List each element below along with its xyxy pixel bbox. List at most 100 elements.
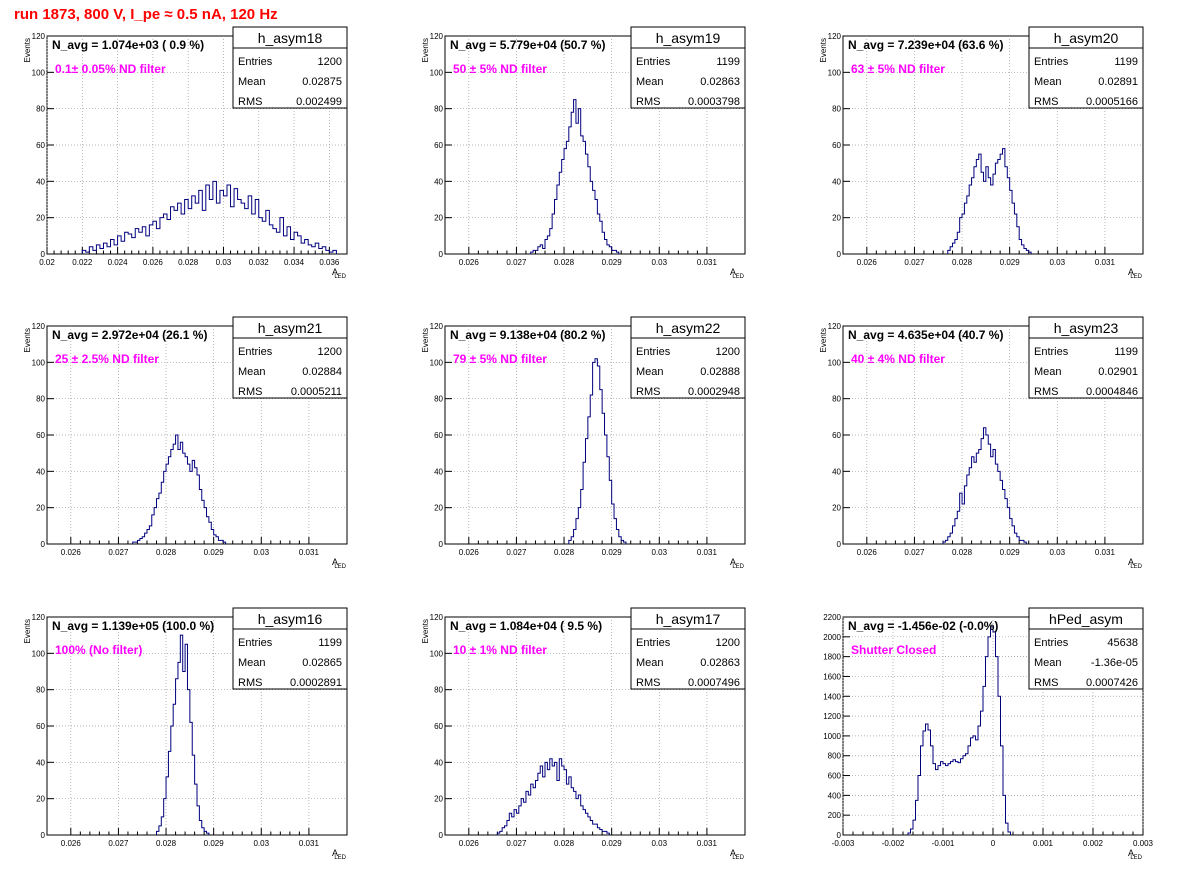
filter-annotation: 100% (No filter) — [55, 643, 142, 657]
x-tick-label: 0.028 — [554, 258, 575, 267]
x-tick-label: 0.031 — [697, 548, 718, 557]
x-tick-label: 0.028 — [156, 839, 177, 848]
x-tick-label: 0.029 — [1000, 258, 1021, 267]
histogram-series — [942, 427, 1027, 544]
y-tick-label: 40 — [832, 467, 841, 476]
y-tick-label: 0 — [41, 540, 46, 549]
filter-annotation: Shutter Closed — [851, 643, 936, 657]
y-axis-label: Events — [421, 38, 430, 62]
y-axis-label: Events — [421, 619, 430, 643]
x-axis-label-subscript: LED — [1130, 855, 1142, 861]
y-tick-label: 60 — [434, 141, 443, 150]
x-tick-label: 0.027 — [904, 548, 925, 557]
x-tick-label: 0.03 — [651, 258, 667, 267]
stats-label-mean: Mean — [1034, 657, 1062, 669]
y-tick-label: 1400 — [823, 692, 841, 701]
x-axis-label: A — [730, 267, 736, 277]
stats-value-rms: 0.0007496 — [688, 677, 740, 689]
histogram-name: h_asym16 — [258, 611, 323, 627]
histogram-panel-h_asym19: 0.026 0.027 0.028 0.029 0.03 0.031 0 20 40 60 80 10… — [421, 26, 746, 280]
histogram-series — [496, 758, 610, 835]
histogram-series — [81, 180, 337, 254]
y-tick-label: 100 — [32, 68, 46, 77]
x-tick-label: 0.02 — [39, 258, 55, 267]
stats-box-frame — [1028, 607, 1144, 690]
y-tick-label: 0 — [439, 250, 444, 259]
y-tick-label: 40 — [36, 467, 45, 476]
stats-value-mean: 0.02863 — [700, 657, 740, 669]
navg-annotation: N_avg = 4.635e+04 (40.7 %) — [848, 328, 1003, 342]
stats-box-frame — [232, 607, 348, 690]
x-tick-label: 0.031 — [299, 548, 320, 557]
stats-label-entries: Entries — [1034, 637, 1069, 649]
y-axis-label: Events — [23, 38, 32, 62]
y-tick-label: 80 — [832, 395, 841, 404]
navg-annotation: N_avg = 7.239e+04 (63.6 %) — [848, 38, 1003, 52]
y-axis-label: Events — [421, 328, 430, 352]
x-tick-label: 0.003 — [1133, 839, 1154, 848]
histogram-series — [907, 626, 1011, 835]
x-tick-label: -0.002 — [882, 839, 905, 848]
x-axis-label-subscript: LED — [732, 274, 744, 280]
stats-box: hPed_asym Entries 45638 Mean -1.36e-05 RMS 0.0… — [1028, 607, 1144, 690]
x-tick-label: 0.024 — [108, 258, 129, 267]
x-axis-label-subscript: LED — [334, 274, 346, 280]
histogram-name: h_asym18 — [258, 30, 323, 46]
navg-annotation: N_avg = 1.084e+04 ( 9.5 %) — [450, 619, 602, 633]
x-tick-label: 0.03 — [253, 548, 269, 557]
y-tick-label: 120 — [828, 32, 842, 41]
x-tick-label: 0.029 — [602, 258, 623, 267]
x-tick-label: 0.002 — [1083, 839, 1104, 848]
y-tick-label: 100 — [828, 68, 842, 77]
y-tick-label: 60 — [36, 431, 45, 440]
filter-annotation: 40 ± 4% ND filter — [851, 352, 945, 366]
navg-annotation: N_avg = 5.779e+04 (50.7 %) — [450, 38, 605, 52]
stats-label-entries: Entries — [636, 637, 671, 649]
y-tick-label: 0 — [439, 831, 444, 840]
y-tick-label: 400 — [828, 791, 842, 800]
y-tick-label: 80 — [434, 105, 443, 114]
y-tick-label: 120 — [430, 32, 444, 41]
y-tick-label: 20 — [36, 504, 45, 513]
x-tick-label: 0.031 — [299, 839, 320, 848]
y-tick-label: 120 — [430, 613, 444, 622]
stats-value-mean: 0.02875 — [302, 76, 342, 88]
filter-annotation: 0.1± 0.05% ND filter — [55, 62, 166, 76]
y-tick-label: 120 — [32, 613, 46, 622]
stats-value-entries: 1199 — [1114, 346, 1138, 358]
x-tick-label: 0.03 — [1049, 548, 1065, 557]
x-tick-label: 0.03 — [651, 548, 667, 557]
stats-value-entries: 1199 — [318, 637, 342, 649]
stats-value-mean: -1.36e-05 — [1091, 657, 1138, 669]
y-tick-label: 40 — [36, 177, 45, 186]
stats-box-frame — [630, 26, 746, 109]
x-tick-label: 0.028 — [554, 548, 575, 557]
stats-value-entries: 1200 — [318, 56, 342, 68]
x-tick-label: 0.026 — [459, 258, 480, 267]
x-axis-label: A — [730, 557, 736, 567]
histogram-name: hPed_asym — [1049, 611, 1123, 627]
histogram-panel-h_asym20: 0.026 0.027 0.028 0.029 0.03 0.031 0 20 40 60 80 10… — [819, 26, 1144, 280]
navg-annotation: N_avg = 1.074e+03 ( 0.9 %) — [52, 38, 204, 52]
y-tick-label: 0 — [837, 540, 842, 549]
x-tick-label: 0.027 — [108, 548, 129, 557]
x-tick-label: 0.022 — [72, 258, 93, 267]
x-axis-label: A — [730, 848, 736, 858]
stats-label-mean: Mean — [1034, 76, 1062, 88]
navg-annotation: N_avg = 9.138e+04 (80.2 %) — [450, 328, 605, 342]
histogram-panel-h_asym21: 0.026 0.027 0.028 0.029 0.03 0.031 0 20 40 60 80 10… — [23, 316, 348, 570]
stats-label-rms: RMS — [238, 677, 262, 689]
y-tick-label: 0 — [439, 540, 444, 549]
stats-label-rms: RMS — [1034, 96, 1058, 108]
histogram-series — [156, 634, 210, 835]
y-tick-label: 0 — [837, 831, 842, 840]
stats-value-rms: 0.0005166 — [1086, 96, 1138, 108]
stats-value-rms: 0.0005211 — [291, 386, 342, 398]
y-tick-label: 120 — [32, 322, 46, 331]
stats-box: h_asym17 Entries 1200 Mean 0.02863 RMS 0.00074… — [630, 607, 746, 690]
x-axis-label: A — [1128, 267, 1134, 277]
stats-label-mean: Mean — [238, 366, 266, 378]
y-tick-label: 80 — [36, 395, 45, 404]
x-tick-label: 0.026 — [61, 839, 82, 848]
stats-box-frame — [232, 26, 348, 109]
